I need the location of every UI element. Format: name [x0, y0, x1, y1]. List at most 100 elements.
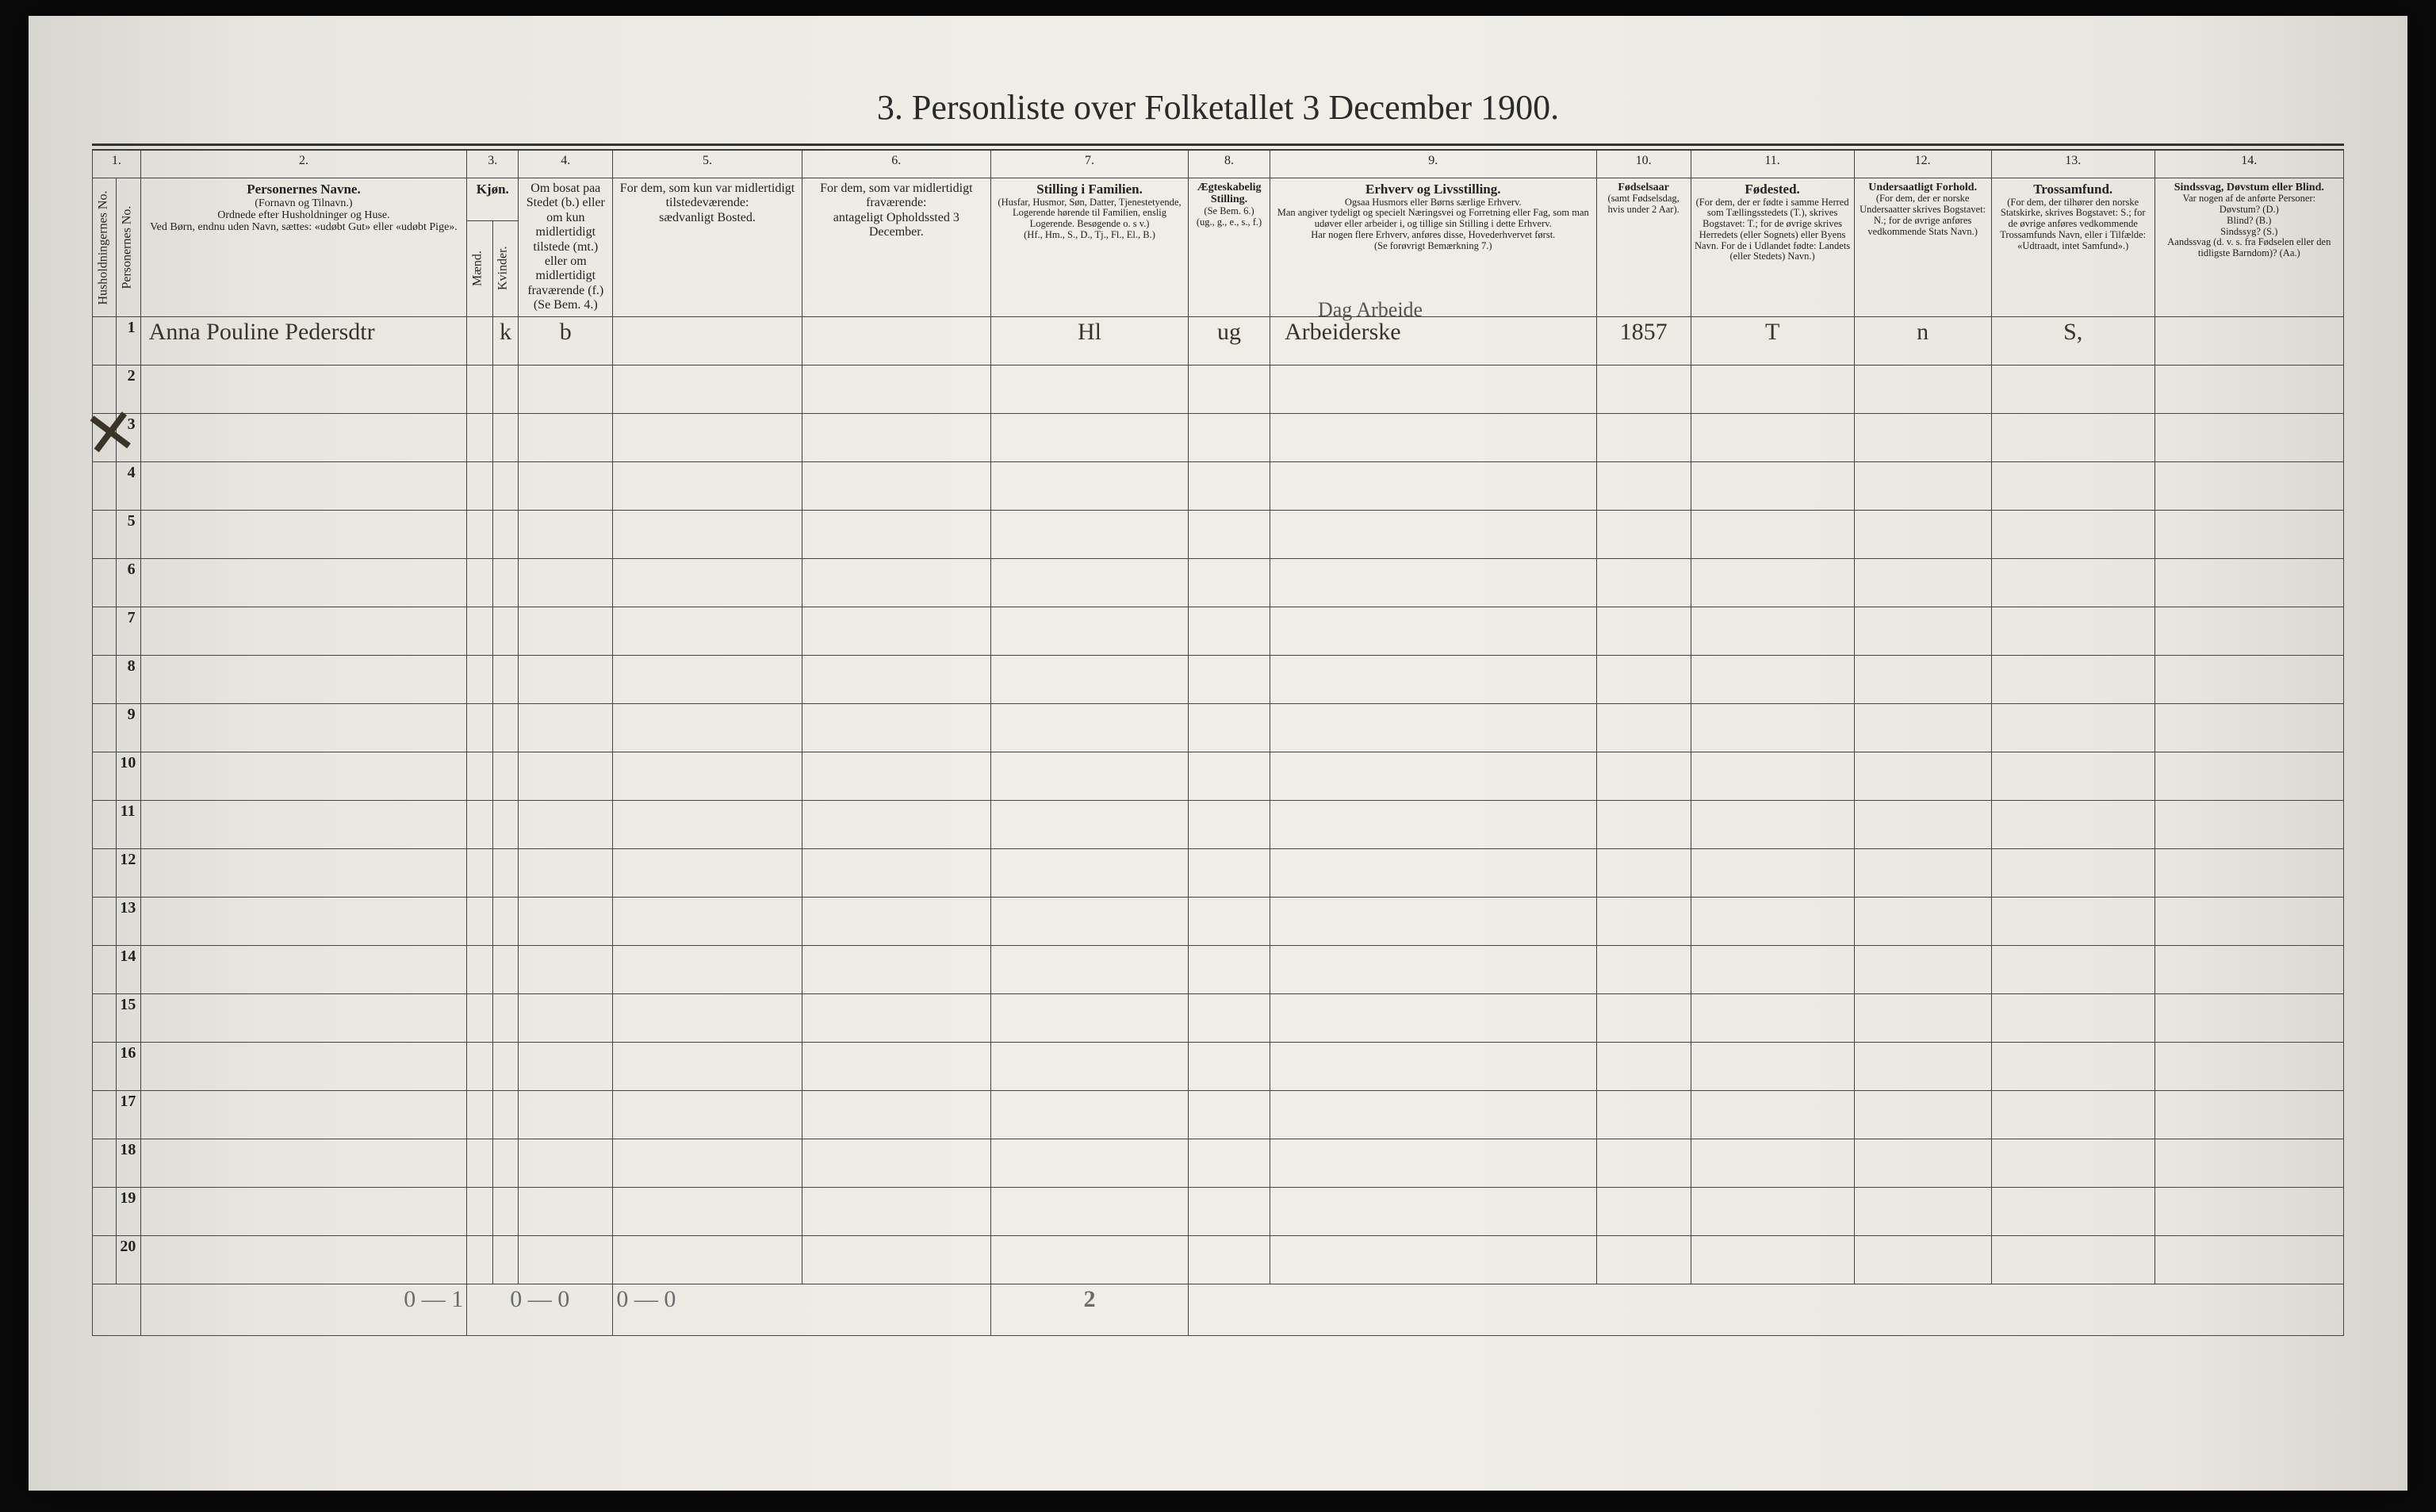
colnum-13: 13. — [1991, 151, 2154, 178]
table-row: 1 Anna Pouline Pedersdtr k b Hl ug Dag A… — [93, 316, 2344, 365]
table-row: 12 — [93, 848, 2344, 897]
hdr-egteskab: Ægteskabelig Stilling. (Se Bem. 6.) (ug.… — [1189, 178, 1270, 317]
hdr-kjon-title: Kjøn. — [470, 182, 515, 197]
hdr-undersaat-sub: (For dem, der er norske Undersaatter skr… — [1858, 193, 1988, 237]
erhverv-pencil-note: Dag Arbeide — [1318, 298, 1423, 322]
hdr-sindssvag: Sindssvag, Døvstum eller Blind. Var noge… — [2154, 178, 2343, 317]
footer-row: 0 — 1 0 — 0 0 — 0 2 — [93, 1284, 2344, 1335]
cell-c5 — [613, 316, 802, 365]
hdr-undersaat-title: Undersaatligt Forhold. — [1858, 182, 1988, 193]
colnum-3: 3. — [467, 151, 519, 178]
hdr-fodested-sub: (For dem, der er fødte i samme Herred so… — [1695, 197, 1851, 263]
hdr-fodselsaar-sub: (samt Fødselsdag, hvis under 2 Aar). — [1600, 193, 1687, 216]
hdr-kvinder: Kvinder. — [492, 220, 518, 316]
cell-hush-no — [93, 316, 117, 365]
table-row: 14 — [93, 945, 2344, 993]
colnum-12: 12. — [1854, 151, 1991, 178]
hdr-erhverv-sub: Ogsaa Husmors eller Børns særlige Erhver… — [1274, 197, 1593, 252]
colnum-2: 2. — [140, 151, 467, 178]
hdr-undersaat: Undersaatligt Forhold. (For dem, der er … — [1854, 178, 1991, 317]
hdr-fodselsaar-title: Fødselsaar — [1600, 182, 1687, 193]
hdr-trossamfund: Trossamfund. (For dem, der tilhører den … — [1991, 178, 2154, 317]
table-row: 15 — [93, 993, 2344, 1042]
table-row: 19 — [93, 1187, 2344, 1235]
cell-rownum: 15 — [117, 993, 140, 1042]
hdr-navne-title: Personernes Navne. — [144, 182, 464, 197]
hdr-trossamfund-title: Trossamfund. — [1995, 182, 2151, 197]
hdr-fodselsaar: Fødselsaar (samt Fødselsdag, hvis under … — [1596, 178, 1691, 317]
cell-rownum: 8 — [117, 655, 140, 703]
table-row: 16 — [93, 1042, 2344, 1090]
census-page: ✕ 3. Personliste over Folketallet 3 Dece… — [29, 16, 2407, 1491]
cell-name: Anna Pouline Pedersdtr — [140, 316, 467, 365]
cell-rownum: 17 — [117, 1090, 140, 1139]
table-row: 20 — [93, 1235, 2344, 1284]
cell-c14 — [2154, 316, 2343, 365]
cell-rownum: 11 — [117, 800, 140, 848]
colnum-4: 4. — [519, 151, 613, 178]
hdr-midl-tilstede: For dem, som kun var midlertidigt tilste… — [613, 178, 802, 317]
hdr-egteskab-sub: (Se Bem. 6.) (ug., g., e., s., f.) — [1192, 206, 1266, 228]
table-row: 11 — [93, 800, 2344, 848]
erhverv-text: Arbeiderske — [1285, 319, 1401, 345]
hdr-bosat: Om bosat paa Stedet (b.) eller om kun mi… — [519, 178, 613, 317]
hdr-fodested-title: Fødested. — [1695, 182, 1851, 197]
cell-sex-m — [467, 316, 492, 365]
hdr-person-no: Personernes No. — [117, 178, 140, 317]
table-row: 9 — [93, 703, 2344, 752]
page-title: 3. Personliste over Folketallet 3 Decemb… — [92, 87, 2344, 128]
table-row: 17 — [93, 1090, 2344, 1139]
hdr-stilling-fam-sub: (Husfar, Husmor, Søn, Datter, Tjenestety… — [994, 197, 1185, 241]
hdr-fodested: Fødested. (For dem, der er fødte i samme… — [1691, 178, 1854, 317]
cell-fam: Hl — [990, 316, 1188, 365]
hdr-sindssvag-sub: Var nogen af de anførte Personer: Døvstu… — [2158, 193, 2340, 259]
colnum-7: 7. — [990, 151, 1188, 178]
cell-rownum: 6 — [117, 558, 140, 607]
hdr-navne-sub: (Fornavn og Tilnavn.) Ordnede efter Hush… — [144, 197, 464, 234]
hdr-maend: Mænd. — [467, 220, 492, 316]
hdr-trossamfund-sub: (For dem, der tilhører den norske Statsk… — [1995, 197, 2151, 252]
cell-egte: ug — [1189, 316, 1270, 365]
census-table: 1. 2. 3. 4. 5. 6. 7. 8. 9. 10. 11. 12. 1… — [92, 150, 2344, 1336]
cell-rownum: 19 — [117, 1187, 140, 1235]
cell-erhverv: Dag Arbeide Arbeiderske — [1270, 316, 1596, 365]
cell-rownum: 10 — [117, 752, 140, 800]
cell-sex-k: k — [492, 316, 518, 365]
hdr-erhverv-title: Erhverv og Livsstilling. — [1274, 182, 1593, 197]
hdr-sindssvag-title: Sindssvag, Døvstum eller Blind. — [2158, 182, 2340, 193]
cell-aar: 1857 — [1596, 316, 1691, 365]
colnum-14: 14. — [2154, 151, 2343, 178]
colnum-5: 5. — [613, 151, 802, 178]
cell-rownum: 16 — [117, 1042, 140, 1090]
hdr-midl-frav: For dem, som var midlertidigt fraværende… — [802, 178, 990, 317]
footer-pagenum: 2 — [990, 1284, 1188, 1335]
hdr-stilling-fam: Stilling i Familien. (Husfar, Husmor, Sø… — [990, 178, 1188, 317]
title-rule — [92, 144, 2344, 150]
colnum-6: 6. — [802, 151, 990, 178]
colnum-1: 1. — [93, 151, 141, 178]
cell-person-no: 1 — [117, 316, 140, 365]
table-row: 7 — [93, 607, 2344, 655]
hdr-stilling-fam-title: Stilling i Familien. — [994, 182, 1185, 197]
table-row: 4 — [93, 461, 2344, 510]
table-row: 10 — [93, 752, 2344, 800]
cell-rownum: 13 — [117, 897, 140, 945]
cell-rownum: 5 — [117, 510, 140, 558]
cell-rownum: 12 — [117, 848, 140, 897]
colnum-8: 8. — [1189, 151, 1270, 178]
table-row: 6 — [93, 558, 2344, 607]
hdr-husholdning-no: Husholdningernes No. — [93, 178, 117, 317]
footer-tally-c: 0 — 0 — [613, 1284, 991, 1335]
hdr-kjon: Kjøn. — [467, 178, 519, 221]
cell-forhold: n — [1854, 316, 1991, 365]
table-row: 3 — [93, 413, 2344, 461]
colnum-10: 10. — [1596, 151, 1691, 178]
table-row: 2 — [93, 365, 2344, 413]
colnum-9: 9. — [1270, 151, 1596, 178]
hdr-egteskab-title: Ægteskabelig Stilling. — [1192, 182, 1266, 206]
footer-tally-b: 0 — 0 — [467, 1284, 613, 1335]
table-row: 13 — [93, 897, 2344, 945]
cell-rownum: 20 — [117, 1235, 140, 1284]
table-row: 18 — [93, 1139, 2344, 1187]
hdr-erhverv: Erhverv og Livsstilling. Ogsaa Husmors e… — [1270, 178, 1596, 317]
